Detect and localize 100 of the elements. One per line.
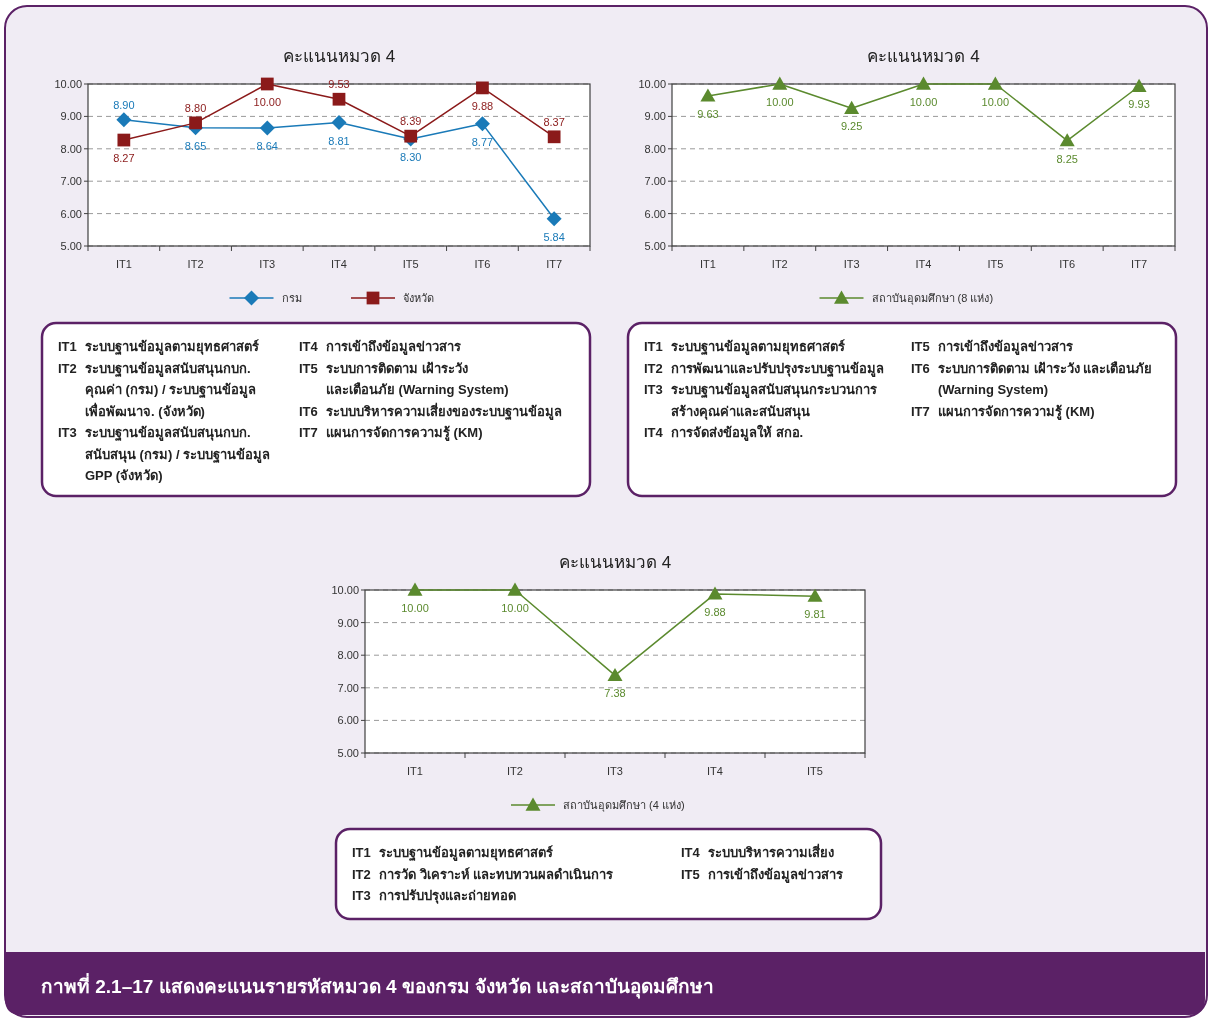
point — [407, 582, 423, 596]
data-label: 7.38 — [604, 687, 626, 700]
point — [260, 77, 274, 91]
x-tick-label: IT5 — [807, 765, 823, 777]
point — [772, 76, 788, 90]
data-label: 10.00 — [253, 96, 282, 108]
data-label: 8.27 — [113, 152, 135, 165]
text: IT1 ระบบฐานข้อมูลตามยุทธศาสตร์ — [352, 845, 553, 862]
y-tick-label: 10.00 — [331, 584, 359, 596]
point — [404, 129, 418, 143]
x-tick-label: IT4 — [707, 765, 723, 777]
text: IT4 ระบบบริหารความเสี่ยง — [681, 843, 834, 860]
x-tick-label: IT3 — [607, 765, 623, 777]
text: IT4 การจัดส่งข้อมูลให้ สกอ. — [644, 424, 804, 441]
text: IT1 ระบบฐานข้อมูลตามยุทธศาสตร์ — [58, 339, 259, 356]
text: IT1 ระบบฐานข้อมูลตามยุทธศาสตร์ — [644, 339, 845, 356]
text: IT7 แผนการจัดการความรู้ (KM) — [911, 403, 1095, 420]
x-tick-label: IT3 — [259, 258, 276, 270]
x-tick-label: IT3 — [843, 258, 860, 270]
text: กาพที่ 2.1–17 แสดงคะแนนรายรหัสหมวด 4 ของกรม จังหวัด และสถาบันอุดมศึกษา — [41, 973, 715, 999]
x-tick-label: IT4 — [331, 258, 347, 270]
text: IT2 การพัฒนาและปรับปรุงระบบฐานข้อมูล — [644, 360, 884, 378]
legend-label: สถาบันอุดมศึกษา (4 แห่ง) — [563, 799, 685, 812]
legend-label: จังหวัด — [403, 292, 434, 304]
x-tick-label: IT2 — [507, 765, 523, 777]
data-label: 8.37 — [543, 115, 565, 128]
text: IT2 ระบบฐานข้อมูลสนับสนุนกบก. คุณค่า (กรม) / ระบบฐานข้อมูล เพื่อพัฒนาจ. (จังหวัด) — [58, 360, 257, 419]
data-label: 9.88 — [704, 605, 726, 618]
data-label: 8.65 — [184, 139, 207, 152]
point — [259, 120, 275, 136]
legend-label: สถาบันอุดมศึกษา (8 แห่ง) — [871, 292, 994, 305]
text: IT4 การเข้าถึงข้อมูลข่าวสาร — [299, 339, 461, 355]
point — [547, 130, 561, 144]
point — [331, 115, 347, 131]
data-label: 10.00 — [766, 96, 794, 108]
chart-title: คะแนนหมวด 4 — [867, 47, 980, 66]
data-label: 5.84 — [543, 230, 565, 243]
data-label: 10.00 — [501, 602, 529, 614]
data-label: 8.80 — [184, 101, 207, 114]
data-label: 9.53 — [328, 78, 350, 91]
point — [546, 211, 562, 227]
y-tick-label: 10.00 — [54, 78, 82, 90]
text: IT6 ระบบการติดตาม เฝ้าระวัง และเตือนภัย (Warning System) — [911, 360, 1153, 397]
x-tick-label: IT1 — [699, 258, 716, 270]
point — [987, 76, 1003, 90]
y-tick-label: 6.00 — [644, 207, 666, 220]
point — [607, 667, 623, 682]
y-tick-label: 5.00 — [644, 240, 666, 252]
data-label: 9.93 — [1128, 98, 1150, 111]
point — [189, 116, 202, 130]
data-label: 9.88 — [471, 99, 494, 112]
data-label: 8.30 — [400, 151, 422, 164]
x-tick-label: IT7 — [1131, 258, 1148, 270]
chart-title: คะแนนหมวด 4 — [558, 553, 672, 572]
text: IT5 การเข้าถึงข้อมูลข่าวสาร — [911, 339, 1073, 355]
x-tick-label: IT6 — [1059, 258, 1076, 270]
point — [507, 582, 523, 596]
text: IT3 ระบบฐานข้อมูลสนับสนุนกระบวนการ สร้างคุณค่าและสนับสนุน — [644, 382, 877, 420]
point — [332, 92, 346, 106]
data-label: 8.77 — [471, 135, 494, 148]
y-tick-label: 6.00 — [337, 714, 359, 727]
y-tick-label: 5.00 — [60, 240, 82, 252]
text: IT5 ระบบการติดตาม เฝ้าระวัง และเตือนภัย (Warning System) — [299, 360, 509, 397]
point — [476, 81, 489, 95]
point — [916, 76, 931, 90]
x-tick-label: IT2 — [771, 258, 788, 270]
y-tick-label: 7.00 — [60, 175, 82, 188]
text: IT7 แผนการจัดการความรู้ (KM) — [299, 425, 483, 441]
y-tick-label: 8.00 — [337, 649, 359, 662]
data-label: 8.81 — [328, 134, 350, 147]
data-label: 9.25 — [840, 120, 863, 133]
data-label: 10.00 — [401, 602, 429, 614]
point — [1059, 133, 1075, 147]
data-label: 10.00 — [981, 96, 1010, 108]
data-label: 9.63 — [697, 107, 719, 120]
x-tick-label: IT7 — [546, 258, 563, 270]
y-tick-label: 10.00 — [638, 78, 666, 90]
chart-title: คะแนนหมวด 4 — [282, 47, 396, 66]
x-tick-label: IT6 — [474, 258, 491, 270]
point — [807, 588, 823, 602]
x-tick-label: IT4 — [915, 258, 932, 270]
data-label: 8.39 — [400, 115, 422, 128]
y-tick-label: 9.00 — [60, 110, 82, 123]
point — [117, 133, 131, 147]
x-tick-label: IT5 — [402, 258, 419, 270]
y-tick-label: 5.00 — [337, 747, 359, 759]
data-label: 8.90 — [113, 98, 135, 111]
text: IT3 ระบบฐานข้อมูลสนับสนุนกบก. สนับสนุน (กรม) / ระบบฐานข้อมูล GPP (จังหวัด) — [58, 425, 271, 483]
point — [707, 586, 723, 600]
y-tick-label: 7.00 — [644, 175, 666, 188]
text: IT6 ระบบบริหารความเสี่ยงของระบบฐานข้อมูล — [299, 401, 562, 421]
point — [700, 88, 716, 102]
y-tick-label: 6.00 — [60, 207, 82, 220]
y-tick-label: 7.00 — [337, 681, 359, 694]
legend-label: กรม — [281, 292, 302, 304]
data-label: 9.81 — [804, 608, 826, 621]
y-tick-label: 9.00 — [644, 110, 666, 123]
point — [844, 100, 860, 114]
data-label: 10.00 — [909, 96, 938, 108]
text: IT2 การวัด วิเคราะห์ และทบทวนผลดำเนินการ — [352, 866, 614, 882]
